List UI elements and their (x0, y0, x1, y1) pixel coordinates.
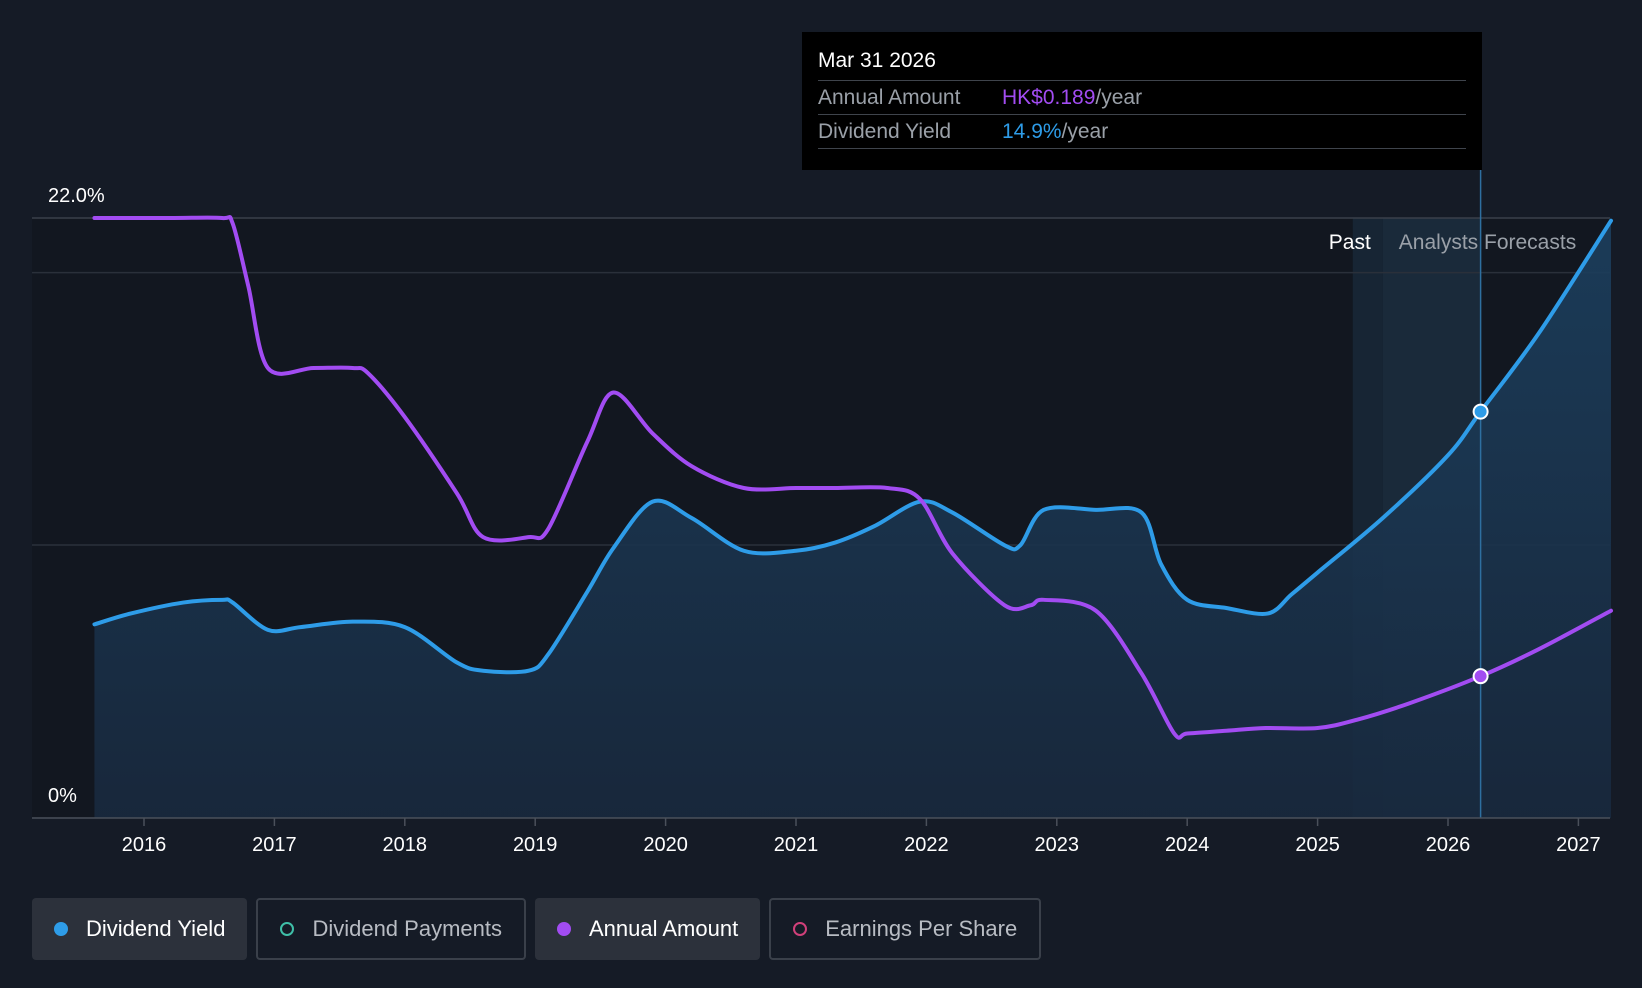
tooltip-annual-unit: /year (1095, 86, 1143, 109)
hover-point (1472, 403, 1489, 420)
hover-markers (1472, 403, 1489, 685)
tooltip-annual-value: HK$0.189 (1002, 86, 1096, 109)
series-lines (92, 214, 1613, 740)
legend-earnings-per-share[interactable]: Earnings Per Share (769, 898, 1042, 960)
x-tick-label: 2027 (1556, 834, 1601, 856)
tooltip-annual-row: Annual Amount HK$0.189 /year (818, 81, 1466, 115)
hover-tooltip: Mar 31 2026 Annual Amount HK$0.189 /year… (802, 32, 1482, 170)
x-axis: 2016 2017 2018 2019 2020 2021 2022 2023 2024 2025… (32, 817, 1610, 856)
y-tick-label: 22.0% (48, 185, 105, 207)
tooltip-annual-label: Annual Amount (818, 86, 961, 109)
dividend-payments-ring-icon (280, 922, 295, 936)
y-tick-label: 0% (48, 785, 77, 807)
x-tick-label: 2022 (904, 834, 949, 856)
legend-dividend-payments[interactable]: Dividend Payments (256, 898, 526, 960)
x-tick-label: 2017 (252, 834, 297, 856)
tooltip-yield-label: Dividend Yield (818, 120, 952, 143)
x-tick-label: 2021 (774, 834, 819, 856)
series-line (92, 214, 1613, 740)
legend-label: Dividend Payments (312, 916, 502, 941)
tooltip-date: Mar 31 2026 (818, 46, 1466, 81)
past-label: Past (1329, 231, 1371, 254)
annual-amount-dot-icon (556, 922, 571, 936)
legend-label: Annual Amount (588, 916, 739, 941)
x-tick-label: 2024 (1165, 834, 1210, 856)
series-areas (94, 220, 1611, 818)
tooltip-yield-unit: /year (1061, 120, 1109, 143)
legend-dividend-yield[interactable]: Dividend Yield (32, 898, 248, 960)
earnings-per-share-ring-icon (793, 922, 808, 936)
legend-label: Earnings Per Share (825, 916, 1018, 941)
tooltip-yield-value: 14.9% (1002, 120, 1062, 143)
series-line (92, 218, 1613, 675)
series-area (94, 220, 1611, 818)
legend-label: Dividend Yield (86, 916, 226, 941)
hover-point (1472, 668, 1489, 685)
x-tick-label: 2018 (383, 834, 428, 856)
forecast-label: Analysts Forecasts (1399, 231, 1576, 254)
legend-annual-amount[interactable]: Annual Amount (534, 898, 761, 960)
y-axis-labels: 22.0% 0% (48, 185, 105, 807)
x-tick-label: 2026 (1426, 834, 1471, 856)
chart-legend: Dividend Yield Dividend Payments Annual … (32, 898, 1050, 960)
x-tick-label: 2019 (513, 834, 558, 856)
x-tick-label: 2020 (643, 834, 688, 856)
x-tick-label: 2025 (1295, 834, 1340, 856)
dividend-yield-dot-icon (54, 922, 68, 936)
x-tick-label: 2023 (1035, 834, 1080, 856)
x-tick-label: 2016 (122, 834, 167, 856)
tooltip-yield-row: Dividend Yield 14.9% /year (818, 115, 1466, 149)
